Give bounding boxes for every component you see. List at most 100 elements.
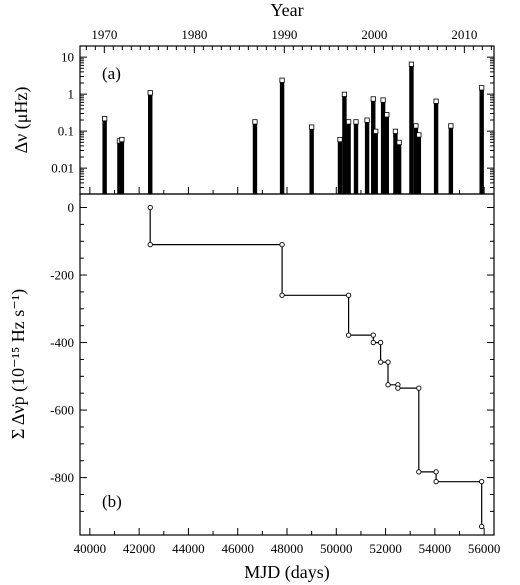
glitch-bar <box>117 140 122 194</box>
y-tick-label: 0.1 <box>58 124 74 139</box>
data-point <box>377 339 384 346</box>
year-tick-label: 1980 <box>181 27 207 42</box>
panel-a-year-ticks: 1970 1980 1990 2000 2010 <box>85 27 492 53</box>
panel-a-yticks: 0.01 0.1 1 10 <box>51 45 494 195</box>
data-point <box>377 359 384 365</box>
glitch-bar-marker <box>309 124 315 130</box>
data-point <box>345 332 352 338</box>
glitch-bar-marker <box>396 139 402 146</box>
y-tick-label: 1 <box>68 87 75 102</box>
panel-b: 0 -200 -400 -600 -800 40000 42000 44000 46000 48… <box>8 193 501 583</box>
data-point <box>416 469 422 475</box>
glitch-bar <box>102 118 107 194</box>
glitch-bar-marker <box>147 90 153 96</box>
glitch-bar-marker <box>373 128 379 134</box>
glitch-bar-marker <box>119 136 125 143</box>
glitch-bar <box>433 101 439 194</box>
glitch-bar-marker <box>380 97 386 103</box>
glitch-bar <box>148 92 153 194</box>
glitch-bar <box>364 120 370 194</box>
y-tick-label: -400 <box>50 335 74 350</box>
data-point <box>370 339 376 346</box>
data-point <box>416 385 422 391</box>
data-point <box>479 523 485 530</box>
data-point <box>433 469 439 475</box>
glitch-bar <box>393 131 398 194</box>
x-tick-label: 46000 <box>221 541 254 556</box>
glitch-bar-marker <box>102 116 108 122</box>
glitch-bar <box>353 121 359 194</box>
panel-a-frame <box>79 45 495 195</box>
glitch-bar-marker <box>384 112 390 118</box>
panel-b-series-line <box>149 207 483 527</box>
glitch-bar <box>479 87 484 194</box>
data-point <box>147 241 153 248</box>
glitch-bar-marker <box>433 98 439 104</box>
glitch-bar-marker <box>479 85 485 91</box>
glitch-bar <box>396 142 402 194</box>
glitch-bar-marker <box>392 128 399 134</box>
mjd-axis-title: MJD (days) <box>244 562 330 583</box>
glitch-bar-marker <box>353 119 359 125</box>
glitch-bar <box>342 94 347 194</box>
data-point <box>279 292 285 298</box>
glitch-bar <box>309 126 314 194</box>
data-point <box>385 359 391 365</box>
year-tick-label: 2010 <box>451 27 477 42</box>
glitch-bar-marker <box>413 123 419 129</box>
glitch-bar <box>380 99 386 194</box>
panel-b-ylabel: Σ Δν̇p (10⁻¹⁵ Hz s⁻¹) <box>8 289 29 439</box>
panel-b-frame <box>79 193 495 536</box>
y-tick-label: 10 <box>61 50 74 65</box>
glitch-bar-marker <box>408 61 415 67</box>
glitch-bar <box>346 121 351 194</box>
data-point <box>279 241 285 248</box>
glitch-bar <box>252 121 258 194</box>
x-tick-label: 42000 <box>123 541 156 556</box>
year-axis-title: Year <box>270 0 303 20</box>
data-point <box>345 292 352 298</box>
glitch-bar <box>337 139 343 194</box>
glitch-bar-marker <box>370 96 376 102</box>
glitch-bar <box>413 125 419 194</box>
panel-a-ylabel: Δν (μHz) <box>11 87 32 154</box>
panel-a-mjd-ticks <box>89 187 485 194</box>
panel-b-yticks: 0 -200 -400 -600 -800 <box>50 200 494 512</box>
panel-a-label: (a) <box>102 64 121 83</box>
glitch-bar-marker <box>252 119 258 125</box>
x-tick-label: 40000 <box>74 541 107 556</box>
glitch-bar <box>119 139 125 194</box>
glitch-bar <box>279 80 285 194</box>
glitch-bar <box>384 114 390 194</box>
data-point <box>395 385 401 391</box>
x-tick-label: 50000 <box>320 541 353 556</box>
data-point <box>433 479 439 485</box>
panel-a-bars <box>102 61 485 194</box>
glitch-bar-marker <box>337 136 343 143</box>
data-point <box>385 382 391 388</box>
y-tick-label: -600 <box>50 403 74 418</box>
y-tick-label: -800 <box>50 470 74 485</box>
glitch-bar <box>371 98 376 194</box>
data-point <box>147 204 153 211</box>
data-point <box>370 332 376 338</box>
glitch-bar-marker <box>346 119 352 125</box>
x-tick-label: 48000 <box>271 541 304 556</box>
y-tick-label: 0 <box>68 200 75 215</box>
panel-b-points <box>147 204 485 530</box>
glitch-bar <box>416 134 422 194</box>
glitch-bar <box>409 64 414 194</box>
glitch-bar-marker <box>364 117 370 123</box>
data-point <box>479 479 485 485</box>
year-tick-label: 1990 <box>271 27 297 42</box>
x-tick-label: 54000 <box>419 541 452 556</box>
y-tick-label: 0.01 <box>51 161 74 176</box>
x-tick-label: 56000 <box>468 541 501 556</box>
panel-a: 0.01 0.1 1 10 1970 1980 1990 2000 2010 (a) Year… <box>11 0 495 195</box>
glitch-bar-marker <box>448 123 454 129</box>
y-tick-label: -200 <box>50 268 74 283</box>
panel-b-label: (b) <box>102 492 122 511</box>
glitch-bar-marker <box>279 77 285 83</box>
year-tick-label: 1970 <box>91 27 117 42</box>
